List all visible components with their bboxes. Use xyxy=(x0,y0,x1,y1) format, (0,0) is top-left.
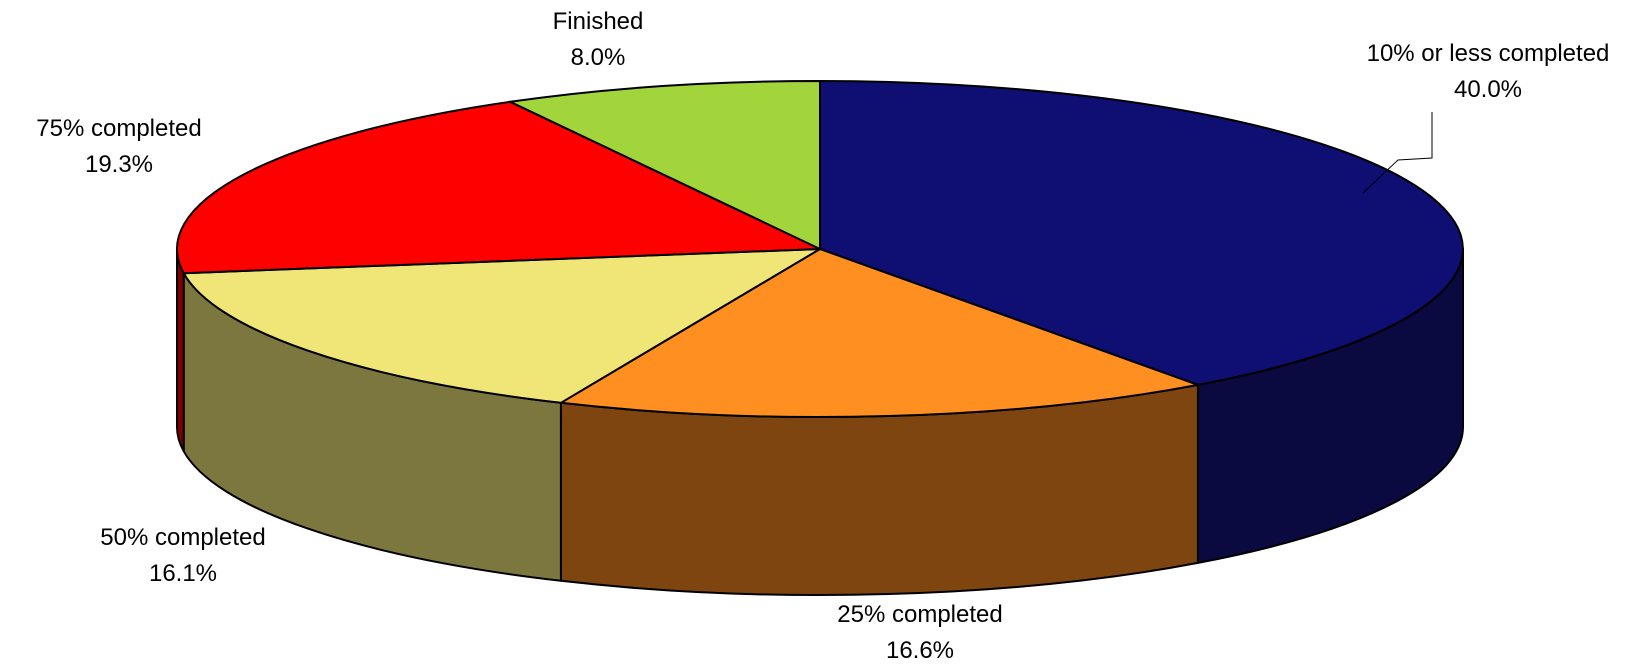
pie-slice-25-completed xyxy=(559,248,1199,419)
slice-name-label-50-completed: 50% completed xyxy=(100,524,265,551)
slice-labels: 10% or less completed 40.0% 25% completed 1… xyxy=(36,8,1609,664)
slice-percent-label-75-completed: 19.3% xyxy=(85,151,153,178)
slice-name-label-25-completed: 25% completed xyxy=(837,601,1002,628)
leader-line-10-or-less-completed xyxy=(1362,112,1433,194)
leader-lines xyxy=(1362,112,1433,194)
pie-sides xyxy=(176,248,1464,597)
pie-slice-10-or-less-completed xyxy=(819,80,1464,386)
pie-side-75-completed xyxy=(176,248,185,453)
slice-percent-label-finished: 8.0% xyxy=(571,44,626,71)
slice-percent-label-25-completed: 16.6% xyxy=(886,637,954,664)
slice-percent-label-50-completed: 16.1% xyxy=(149,560,217,587)
pie-slice-finished xyxy=(509,80,821,250)
slice-name-label-finished: Finished xyxy=(553,8,644,35)
pie-tops xyxy=(176,80,1464,419)
slice-name-label-10-or-less-completed: 10% or less completed xyxy=(1367,40,1610,67)
pie-slice-50-completed xyxy=(182,248,821,404)
slice-name-label-75-completed: 75% completed xyxy=(36,115,201,142)
pie-slice-75-completed xyxy=(176,100,821,275)
slice-percent-label-10-or-less-completed: 40.0% xyxy=(1454,76,1522,103)
